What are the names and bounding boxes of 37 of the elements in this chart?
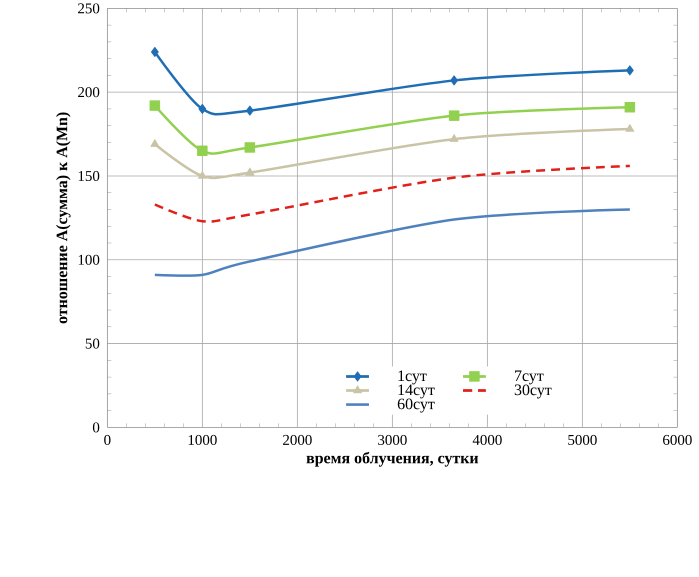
point: [625, 124, 634, 132]
y-tick-label: 100: [78, 254, 100, 266]
x-tick-label: 3000: [378, 435, 407, 446]
line-series: [154, 208, 632, 278]
y-tick-label: 150: [78, 171, 100, 182]
x-tick-label: 4000: [472, 435, 502, 446]
legend-label: 60сут: [398, 398, 435, 413]
point: [197, 146, 208, 156]
x-tick-label: 6000: [663, 435, 692, 446]
point: [150, 46, 159, 58]
point: [198, 104, 206, 114]
x-axis-title: время облучения, сутки: [306, 452, 478, 467]
point: [198, 170, 207, 179]
y-axis-title: отношение A(сумма) к A(Mn): [56, 112, 71, 324]
legend-label: 1сут: [398, 370, 427, 385]
y-tick-label: 50: [86, 338, 100, 349]
point: [246, 106, 254, 116]
point: [450, 75, 458, 86]
y-tick-label: 0: [92, 422, 100, 433]
y-tick-label: 200: [78, 87, 100, 98]
point: [626, 65, 634, 76]
point: [150, 139, 160, 148]
y-tick-label: 250: [78, 4, 100, 14]
legend-label: 14сут: [398, 384, 435, 399]
legend-label: 30сут: [514, 384, 552, 399]
x-tick-label: 5000: [568, 435, 597, 446]
point: [244, 142, 256, 153]
point: [245, 168, 254, 176]
line-series: [154, 164, 632, 224]
point: [624, 102, 636, 113]
point: [450, 134, 459, 142]
point: [448, 110, 460, 122]
x-tick-label: 1000: [188, 435, 217, 446]
x-tick-label: 0: [104, 435, 111, 446]
legend-label: 7сут: [515, 370, 544, 385]
x-tick-label: 2000: [283, 435, 312, 446]
point: [150, 100, 160, 112]
